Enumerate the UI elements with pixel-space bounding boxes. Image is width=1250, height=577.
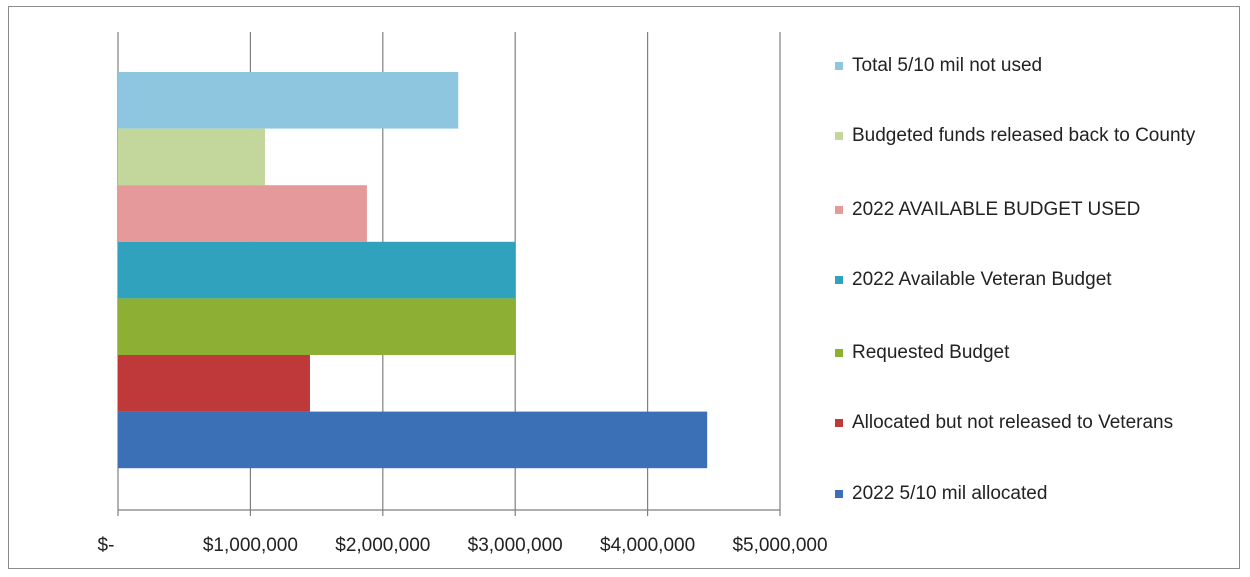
bar-5 xyxy=(118,355,310,412)
legend-swatch-6 xyxy=(835,490,843,498)
bar-1 xyxy=(118,128,265,186)
bar-6 xyxy=(118,411,708,469)
legend-swatch-2 xyxy=(835,206,843,214)
legend-item-0: Total 5/10 mil not used xyxy=(835,53,1232,79)
legend-swatch-0 xyxy=(835,62,843,70)
legend-label-3: 2022 Available Veteran Budget xyxy=(852,269,1112,290)
legend-item-3: 2022 Available Veteran Budget xyxy=(835,267,1232,293)
legend-label-5: Allocated but not released to Veterans xyxy=(852,412,1174,433)
bar-2 xyxy=(118,185,367,242)
legend-item-4: Requested Budget xyxy=(835,340,1232,366)
x-tick-label-0: $- xyxy=(98,535,115,556)
x-tick-label-5: $5,000,000 xyxy=(732,535,827,556)
legend-swatch-4 xyxy=(835,349,843,357)
x-tick-label-2: $2,000,000 xyxy=(335,535,430,556)
x-tick-label-3: $3,000,000 xyxy=(468,535,563,556)
x-tick-label-4: $4,000,000 xyxy=(600,535,695,556)
legend-label-6: 2022 5/10 mil allocated xyxy=(852,483,1048,504)
legend-label-0: Total 5/10 mil not used xyxy=(852,55,1043,76)
bar-3 xyxy=(118,241,516,299)
legend-item-1: Budgeted funds released back to County xyxy=(835,123,1232,149)
bar-0 xyxy=(118,72,459,129)
legend-item-6: 2022 5/10 mil allocated xyxy=(835,481,1232,507)
legend-label-2: 2022 AVAILABLE BUDGET USED xyxy=(852,199,1141,220)
legend-item-5: Allocated but not released to Veterans xyxy=(835,410,1232,436)
legend-label-4: Requested Budget xyxy=(852,342,1010,363)
legend-swatch-3 xyxy=(835,276,843,284)
chart-legend: Total 5/10 mil not used Budgeted funds re… xyxy=(835,0,1235,577)
legend-label-1: Budgeted funds released back to County xyxy=(852,125,1196,146)
bar-chart: $- $1,000,000 $2,000,000 $3,000,000 $4,000,0… xyxy=(98,32,828,556)
legend-swatch-5 xyxy=(835,419,843,427)
x-tick-label-1: $1,000,000 xyxy=(203,535,298,556)
bar-4 xyxy=(118,298,516,355)
legend-swatch-1 xyxy=(835,132,843,140)
legend-item-2: 2022 AVAILABLE BUDGET USED xyxy=(835,197,1232,223)
